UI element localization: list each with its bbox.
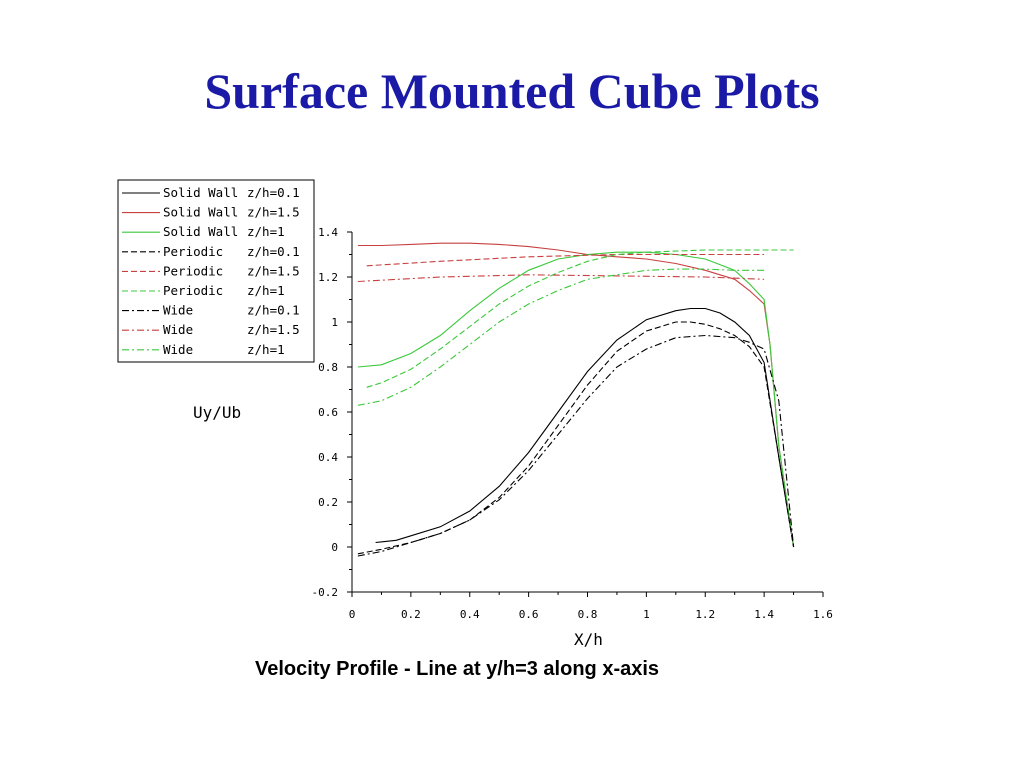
series-line-2 xyxy=(357,242,795,548)
chart-caption: Velocity Profile - Line at y/h=3 along x… xyxy=(255,658,660,680)
legend: Solid Wall z/h=0.1 Solid Wall z/h=1.5 Solid … xyxy=(117,179,315,363)
series-line-3 xyxy=(357,251,795,548)
legend-label: Periodic xyxy=(163,244,223,259)
y-tick-label: 0.8 xyxy=(318,361,338,374)
legend-z-label: z/h=1.5 xyxy=(247,322,300,337)
legend-z-label: z/h=1.5 xyxy=(247,205,300,220)
x-tick-label: 1.2 xyxy=(695,608,715,621)
slide-title: Surface Mounted Cube Plots xyxy=(204,63,820,119)
y-tick-label: 1.4 xyxy=(318,226,338,239)
x-tick-label: 1.6 xyxy=(813,608,833,621)
series-line-7 xyxy=(357,334,795,557)
x-tick-label: 0.2 xyxy=(401,608,421,621)
x-tick-label: 0.8 xyxy=(578,608,598,621)
series-line-6 xyxy=(366,249,794,388)
legend-label: Wide xyxy=(163,322,193,337)
y-tick-label: 0.4 xyxy=(318,451,338,464)
y-tick-label: -0.2 xyxy=(312,586,339,599)
series-line-1 xyxy=(375,307,795,548)
legend-label: Periodic xyxy=(163,283,223,298)
legend-z-label: z/h=0.1 xyxy=(247,185,300,200)
legend-label: Solid Wall xyxy=(163,185,238,200)
legend-label: Periodic xyxy=(163,263,223,278)
series-line-8 xyxy=(357,274,765,283)
y-axis-title: Uy/Ub xyxy=(193,403,241,422)
series-line-9 xyxy=(357,268,765,406)
legend-label: Solid Wall xyxy=(163,224,238,239)
y-tick-label: 0 xyxy=(331,541,338,554)
legend-label: Solid Wall xyxy=(163,205,238,220)
legend-z-label: z/h=1 xyxy=(247,224,285,239)
x-tick-label: 0.4 xyxy=(460,608,480,621)
x-tick-label: 1.4 xyxy=(754,608,774,621)
y-tick-label: 1 xyxy=(331,316,338,329)
y-tick-label: 0.6 xyxy=(318,406,338,419)
legend-z-label: z/h=1 xyxy=(247,342,285,357)
legend-z-label: z/h=1.5 xyxy=(247,263,300,278)
x-tick-label: 1 xyxy=(643,608,650,621)
x-tick-label: 0.6 xyxy=(519,608,539,621)
legend-z-label: z/h=0.1 xyxy=(247,244,300,259)
series-line-4 xyxy=(357,321,795,555)
series-layer xyxy=(357,242,795,557)
legend-label: Wide xyxy=(163,342,193,357)
y-tick-label: 0.2 xyxy=(318,496,338,509)
y-tick-label: 1.2 xyxy=(318,271,338,284)
axes: -0.2 0 0.2 0.4 0.6 0.8 1 1.2 1.4 0 0.2 0.4 0.6 0.8 1 1.… xyxy=(312,226,833,621)
legend-z-label: z/h=1 xyxy=(247,283,285,298)
legend-z-label: z/h=0.1 xyxy=(247,303,300,318)
x-tick-label: 0 xyxy=(349,608,356,621)
series-line-5 xyxy=(366,253,765,267)
legend-label: Wide xyxy=(163,303,193,318)
x-axis-title: X/h xyxy=(574,630,603,649)
